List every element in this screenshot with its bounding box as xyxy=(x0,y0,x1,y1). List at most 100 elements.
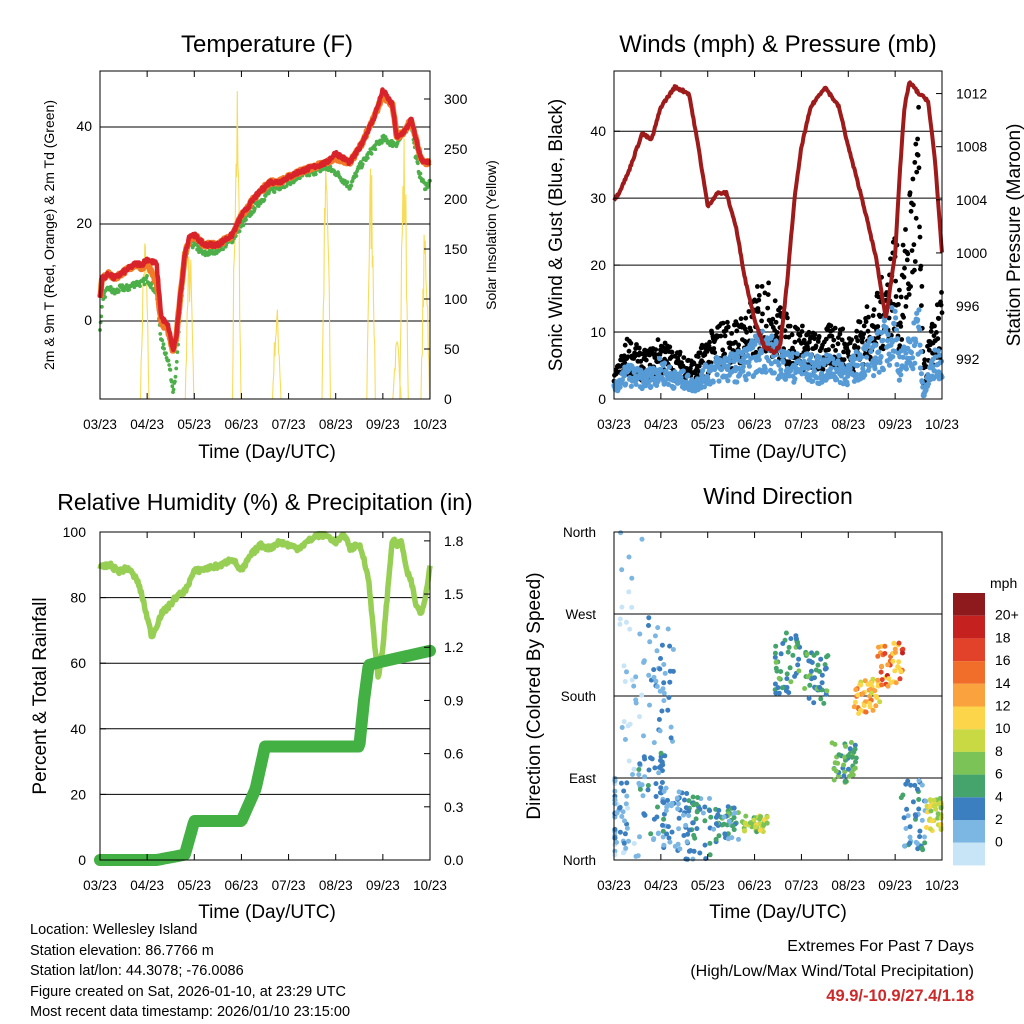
colorbar-swatch xyxy=(953,842,985,866)
direction-point xyxy=(656,765,662,770)
x-tick-label: 10/23 xyxy=(413,417,447,432)
gust-point xyxy=(743,315,749,321)
gust-point xyxy=(875,324,881,329)
x-tick-label: 06/23 xyxy=(225,417,259,432)
dewpoint-point xyxy=(175,350,180,354)
direction-point xyxy=(625,805,631,811)
direction-point xyxy=(821,700,827,706)
temp-y-tick: 40 xyxy=(76,118,92,134)
direction-point xyxy=(786,644,792,650)
wind-point xyxy=(917,342,923,348)
y-tick-label: North xyxy=(563,853,596,868)
direction-point xyxy=(836,752,842,758)
dewpoint-point xyxy=(349,183,354,188)
gust-point xyxy=(636,345,642,351)
direction-point xyxy=(937,800,942,806)
y2-tick-label: 1004 xyxy=(956,192,987,208)
direction-point xyxy=(730,823,736,829)
temp-x-axis: 03/23 04/23 05/23 06/23 07/23 08/23 09/23 10/23 xyxy=(83,71,447,432)
direction-point xyxy=(668,724,674,730)
wind-point xyxy=(759,350,765,356)
gust-point xyxy=(870,313,876,318)
humidity-series xyxy=(94,530,436,866)
direction-point xyxy=(780,641,786,646)
direction-point xyxy=(849,754,855,760)
dewpoint-point xyxy=(117,288,121,293)
colorbar-swatch xyxy=(953,638,985,662)
dewpoint-point xyxy=(221,247,226,252)
direction-point xyxy=(665,824,671,830)
direction-point xyxy=(870,707,876,713)
dewpoint-point xyxy=(161,342,166,347)
gust-point xyxy=(897,287,902,293)
direction-point xyxy=(633,674,639,680)
gust-point xyxy=(733,339,738,345)
gust-point xyxy=(841,349,846,355)
gust-point xyxy=(835,341,841,347)
gust-point xyxy=(820,367,826,372)
colorbar-label: 4 xyxy=(995,788,1003,804)
wind-point xyxy=(782,376,789,382)
direction-point xyxy=(841,773,847,779)
gust-point xyxy=(695,354,701,359)
direction-point xyxy=(658,656,663,661)
station-elevation: Station elevation: 86.7766 m xyxy=(30,942,214,959)
dewpoint-point xyxy=(138,284,142,288)
direction-point xyxy=(666,835,672,841)
wind-point xyxy=(910,366,916,372)
direction-point xyxy=(641,733,646,739)
x-tick-label: 08/23 xyxy=(831,417,865,432)
direction-point xyxy=(612,796,618,802)
direction-point xyxy=(624,780,630,786)
direction-point xyxy=(882,651,888,656)
wind-point xyxy=(935,348,941,354)
direction-point xyxy=(631,841,637,846)
dewpoint-point xyxy=(162,346,167,351)
direction-point xyxy=(646,615,652,621)
gust-point xyxy=(725,324,731,330)
direction-point xyxy=(648,755,653,761)
direction-point xyxy=(819,672,825,678)
wind-point xyxy=(735,354,741,360)
direction-point xyxy=(927,797,933,803)
gust-point xyxy=(928,329,934,334)
gust-point xyxy=(805,346,811,352)
dewpoint-point xyxy=(173,374,178,379)
gust-point xyxy=(813,343,819,349)
gust-point xyxy=(917,224,922,230)
gust-point xyxy=(864,304,870,310)
wind-point xyxy=(859,361,865,368)
x-tick-label: 05/23 xyxy=(177,417,211,432)
dewpoint-point xyxy=(230,240,235,244)
x-tick-label: 07/23 xyxy=(272,417,306,432)
wind-point xyxy=(801,358,807,364)
direction-point xyxy=(773,665,779,671)
gust-point xyxy=(910,176,916,182)
wind-point xyxy=(666,364,672,370)
direction-point xyxy=(863,709,869,715)
direction-point xyxy=(672,843,678,849)
gust-point xyxy=(840,326,846,332)
direction-point xyxy=(636,767,642,772)
direction-point xyxy=(624,825,630,831)
direction-point xyxy=(612,788,618,794)
gust-point xyxy=(746,309,752,314)
direction-point xyxy=(653,678,659,684)
dewpoint-point xyxy=(142,282,147,287)
direction-point xyxy=(647,639,653,645)
direction-point xyxy=(847,746,853,752)
gust-point xyxy=(669,349,675,355)
direction-point xyxy=(664,831,670,837)
direction-point xyxy=(772,654,778,660)
direction-point xyxy=(713,836,719,842)
wind-point xyxy=(917,365,924,371)
direction-point xyxy=(646,672,652,678)
direction-point xyxy=(686,798,692,804)
direction-point xyxy=(620,850,626,856)
direction-point xyxy=(660,822,665,828)
direction-point xyxy=(651,674,657,680)
temperature-series xyxy=(97,87,433,400)
x-tick-label: 03/23 xyxy=(597,878,631,893)
gust-point xyxy=(770,316,776,322)
direction-point xyxy=(716,833,722,839)
